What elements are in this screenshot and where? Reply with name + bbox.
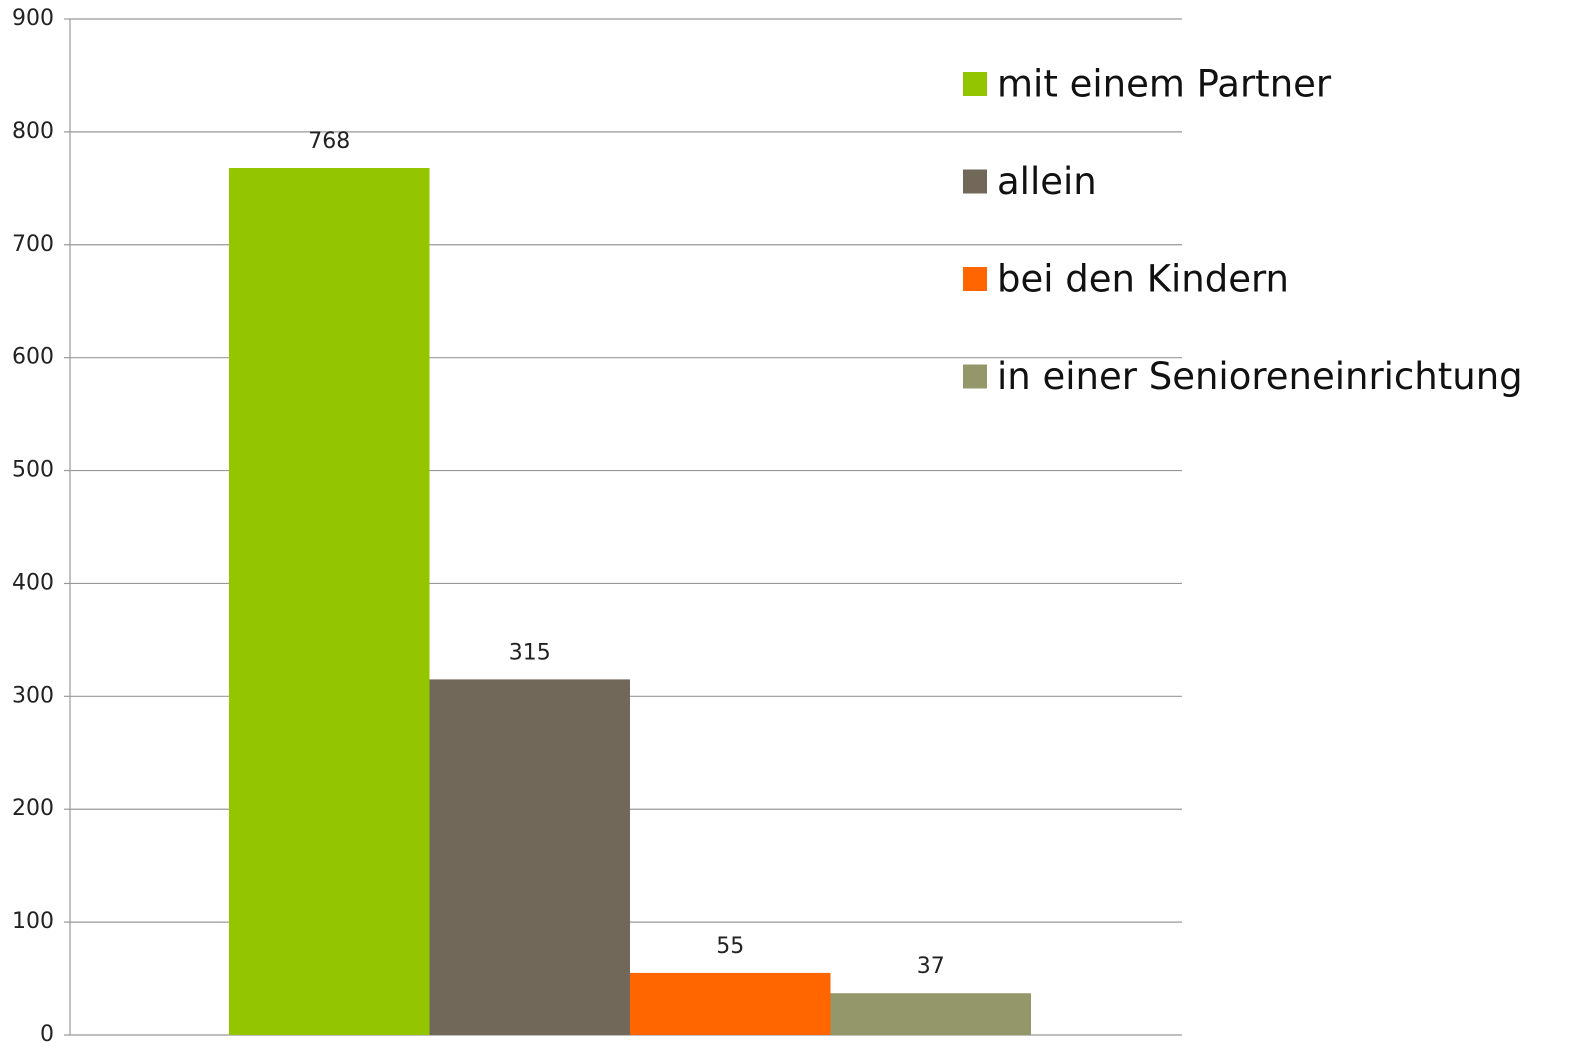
y-tick-label: 0 — [40, 1022, 54, 1047]
data-label: 55 — [716, 934, 744, 959]
bar — [630, 972, 831, 1035]
y-tick-label: 800 — [12, 119, 54, 144]
data-label: 768 — [308, 129, 350, 154]
y-tick-label: 300 — [12, 683, 54, 708]
legend-label: bei den Kindern — [997, 258, 1289, 301]
legend-label: mit einem Partner — [997, 63, 1332, 106]
y-tick-label: 100 — [12, 909, 54, 934]
legend-label: allein — [997, 160, 1097, 203]
y-tick-label: 900 — [12, 6, 54, 31]
bar — [229, 168, 430, 1036]
bar — [830, 993, 1031, 1035]
bar — [429, 679, 630, 1035]
y-tick-label: 600 — [12, 345, 54, 370]
y-tick-label: 200 — [12, 796, 54, 821]
legend-swatch — [963, 364, 987, 389]
y-tick-label: 700 — [12, 232, 54, 257]
legend-swatch — [963, 169, 987, 194]
data-label: 37 — [917, 954, 945, 979]
y-tick-label: 500 — [12, 458, 54, 483]
y-tick-label: 400 — [12, 570, 54, 595]
legend-swatch — [963, 267, 987, 291]
legend-label: in einer Senioreneinrichtung — [997, 355, 1523, 398]
legend-swatch — [963, 72, 987, 96]
data-label: 315 — [509, 640, 551, 665]
